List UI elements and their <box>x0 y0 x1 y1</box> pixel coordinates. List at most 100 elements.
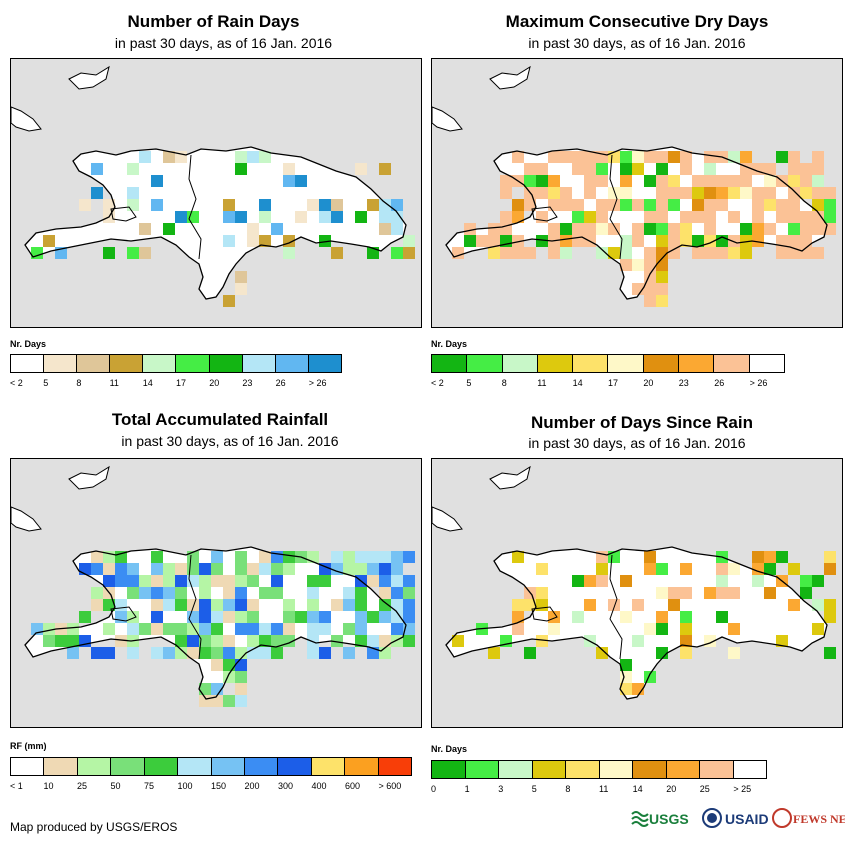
map-max-dry-days[interactable] <box>431 58 843 328</box>
coastline <box>432 106 463 132</box>
grid-cell <box>536 163 548 175</box>
grid-cell <box>620 175 632 187</box>
grid-cell <box>608 247 620 259</box>
grid-cell <box>668 175 680 187</box>
grid-cell <box>379 587 391 599</box>
coastline <box>531 606 558 622</box>
grid-cell <box>476 235 488 247</box>
grid-cell <box>43 623 55 635</box>
grid-cell <box>103 599 115 611</box>
grid-cell <box>608 223 620 235</box>
panel-title: Total Accumulated Rainfall <box>111 410 329 429</box>
land-mass <box>432 507 462 531</box>
grid-cell <box>596 211 608 223</box>
grid-cell <box>259 587 271 599</box>
grid-cell <box>668 187 680 199</box>
grid-cell <box>656 563 668 575</box>
grid-cell <box>632 599 644 611</box>
grid-cell <box>752 551 764 563</box>
grid-cell <box>584 211 596 223</box>
grid-cell <box>500 175 512 187</box>
grid-cell <box>800 187 812 199</box>
grid-cell <box>716 575 728 587</box>
grid-cell <box>403 551 415 563</box>
grid-cell <box>728 211 740 223</box>
legend-label: 5 <box>466 378 472 388</box>
grid-cell <box>259 623 271 635</box>
usaid-logo: USAID <box>702 808 769 828</box>
grid-cell <box>752 235 764 247</box>
map-rain-days[interactable] <box>10 58 422 328</box>
grid-cell <box>800 211 812 223</box>
grid-cell <box>776 235 788 247</box>
legend-swatch <box>44 758 78 775</box>
grid-cell <box>127 611 139 623</box>
grid-cell <box>620 163 632 175</box>
footer-credit: Map produced by USGS/EROS <box>10 820 178 834</box>
grid-cell <box>235 659 247 671</box>
grid-cell <box>199 599 211 611</box>
grid-cell <box>127 187 139 199</box>
grid-cell <box>656 271 668 283</box>
grid-cell <box>632 259 644 271</box>
grid-cell <box>548 247 560 259</box>
legend-title: Nr. Days <box>10 339 47 349</box>
grid-cell <box>223 575 235 587</box>
coastline <box>24 546 407 700</box>
legend-label: 25 <box>77 781 88 791</box>
panel-title: Number of Days Since Rain <box>530 413 753 432</box>
land-mass <box>490 67 530 89</box>
grid-cell <box>127 163 139 175</box>
grid-cell <box>596 247 608 259</box>
grid-cell <box>812 599 824 611</box>
grid-cell <box>283 163 295 175</box>
map-days-since-rain[interactable] <box>431 458 843 728</box>
grid-cell <box>103 247 115 259</box>
panel-subtitle: in past 30 days, as of 16 Jan. 2016 <box>528 435 746 451</box>
grid-cell <box>127 247 139 259</box>
grid-cell <box>752 211 764 223</box>
grid-cell <box>584 163 596 175</box>
grid-cell <box>536 187 548 199</box>
grid-cell <box>127 575 139 587</box>
grid-cell <box>776 211 788 223</box>
grid-cell <box>548 175 560 187</box>
grid-cell <box>512 623 524 635</box>
legend-swatch <box>432 761 466 778</box>
grid-cell <box>764 223 776 235</box>
grid-cell <box>259 151 271 163</box>
grid-cell <box>235 163 247 175</box>
grid-cell <box>800 175 812 187</box>
grid-cell <box>403 635 415 647</box>
legend-label: 11 <box>537 378 547 388</box>
grid-cell <box>656 623 668 635</box>
legend-swatch <box>211 758 245 775</box>
legend-label: 100 <box>177 781 193 791</box>
grid-cell <box>199 635 211 647</box>
grid-cell <box>572 575 584 587</box>
grid-cell <box>319 235 331 247</box>
grid-cell <box>620 611 632 623</box>
grid-cell <box>500 211 512 223</box>
grid-cell <box>211 599 223 611</box>
grid-cell <box>379 563 391 575</box>
grid-cell <box>367 575 379 587</box>
grid-cell <box>379 199 391 211</box>
grid-cell <box>259 647 271 659</box>
grid-cell <box>500 187 512 199</box>
grid-cell <box>668 223 680 235</box>
map-total-rainfall[interactable] <box>10 458 422 728</box>
grid-cell <box>175 563 187 575</box>
grid-cell <box>656 187 668 199</box>
legend-label: 50 <box>110 781 121 791</box>
grid-cell <box>91 551 103 563</box>
grid-cell <box>536 563 548 575</box>
grid-cell <box>151 599 163 611</box>
grid-cell <box>560 151 572 163</box>
grid-cell <box>644 247 656 259</box>
grid-cell <box>67 647 79 659</box>
legend-labels: < 2 5 8 11 14 17 20 23 26 > 26 <box>431 378 785 390</box>
grid-cell <box>79 611 91 623</box>
grid-cell <box>740 235 752 247</box>
country-border <box>188 154 202 260</box>
